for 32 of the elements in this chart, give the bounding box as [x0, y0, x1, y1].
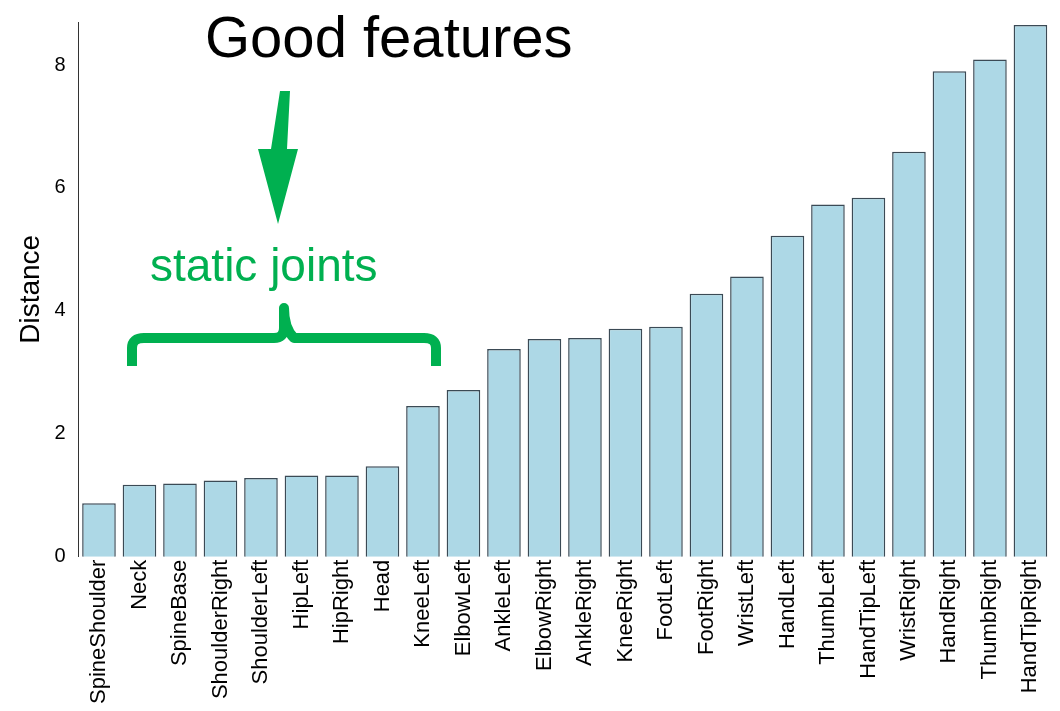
- x-tick-label: ElbowRight: [530, 559, 556, 671]
- x-tick-label: ThumbLeft: [814, 559, 839, 665]
- x-tick-label: Head: [368, 559, 394, 613]
- x-tick-label: WristRight: [895, 559, 920, 661]
- x-tick-label: ShoulderLeft: [247, 559, 273, 685]
- annotation: Good features: [205, 4, 573, 69]
- y-tick-label: 6: [54, 175, 66, 198]
- y-tick-label: 0: [54, 544, 66, 567]
- x-tick-label: AnkleLeft: [490, 559, 516, 652]
- x-tick-label: FootRight: [692, 559, 718, 656]
- annotation: static joints: [150, 239, 378, 291]
- x-tick-label: ShoulderRight: [206, 559, 232, 700]
- x-tick-label: Neck: [125, 558, 151, 610]
- x-tick-label: SpineShoulder: [85, 559, 111, 705]
- x-tick-label: HandTipLeft: [854, 559, 880, 679]
- x-tick-label: HipLeft: [287, 559, 313, 630]
- x-tick-label: SpineBase: [166, 559, 192, 667]
- y-tick-label: 2: [54, 421, 66, 444]
- y-axis-title: Distance: [13, 234, 45, 344]
- x-tick-label: HipRight: [328, 559, 354, 645]
- x-tick-label: WristLeft: [733, 559, 759, 647]
- y-tick-label: 4: [54, 298, 66, 321]
- x-tick-label: AnkleRight: [571, 559, 597, 667]
- x-tick-label: KneeLeft: [409, 559, 435, 648]
- y-tick-label: 8: [54, 52, 66, 75]
- x-tick-label: ThumbRight: [976, 559, 1001, 680]
- x-tick-label: FootLeft: [652, 559, 678, 641]
- x-tick-label: ElbowLeft: [449, 559, 475, 657]
- x-tick-label: KneeRight: [611, 559, 637, 663]
- x-tick-label: HandTipRight: [1016, 559, 1042, 694]
- x-tick-label: HandRight: [935, 559, 961, 664]
- x-tick-label: HandLeft: [773, 559, 799, 649]
